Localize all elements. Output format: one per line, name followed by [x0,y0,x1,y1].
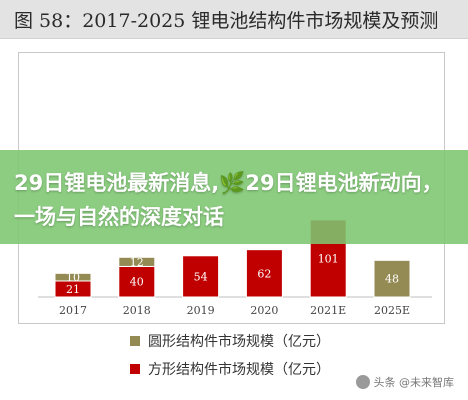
watermark-logo-icon [355,375,370,389]
headline-text: 29日锂电池最新消息,🌿29日锂电池新动向，一场与自然的深度对话 [14,171,443,229]
x-tick-label-2020: 2020 [250,304,278,317]
x-tick-label-2025E: 2025E [374,304,410,317]
chart-title: 图 58：2017-2025 锂电池结构件市场规模及预测 [14,10,439,32]
data-label-square-2018: 40 [130,276,144,289]
bar-round-2017 [54,272,92,282]
bar-round-2018 [118,256,156,267]
bar-square-2020 [245,249,283,298]
data-label-round-2017: 10 [66,271,80,284]
legend-label-round: 圆形结构件市场规模（亿元） [148,334,330,350]
watermark: 头条 @未来智库 [355,374,455,390]
legend-item-square: 方形结构件市场规模（亿元） [130,358,330,380]
legend-swatch-square [130,364,140,374]
legend-item-round: 圆形结构件市场规模（亿元） [130,330,330,352]
bar-round-2025E [373,259,411,298]
x-tick-label-2019: 2019 [187,304,215,317]
bar-square-2019 [182,255,220,298]
data-label-round-2018: 12 [130,256,144,269]
x-tick-label-2021E: 2021E [310,304,346,317]
legend: 圆形结构件市场规模（亿元） 方形结构件市场规模（亿元） [130,330,330,386]
data-label-round-2025E: 48 [385,273,399,286]
bar-square-2018 [118,265,156,298]
legend-label-square: 方形结构件市场规模（亿元） [148,362,330,378]
x-tick-label-2018: 2018 [123,304,151,317]
data-label-square-2017: 21 [66,283,80,296]
data-label-square-2021E: 101 [318,252,339,265]
title-bar: 图 58：2017-2025 锂电池结构件市场规模及预测 [0,0,468,39]
headline-banner: 29日锂电池最新消息,🌿29日锂电池新动向，一场与自然的深度对话 [0,150,468,244]
data-label-square-2020: 62 [257,267,271,280]
x-tick-label-2017: 2017 [59,304,87,317]
data-label-square-2019: 54 [194,270,208,283]
legend-swatch-round [130,336,140,346]
watermark-text: 头条 @未来智库 [373,376,455,389]
